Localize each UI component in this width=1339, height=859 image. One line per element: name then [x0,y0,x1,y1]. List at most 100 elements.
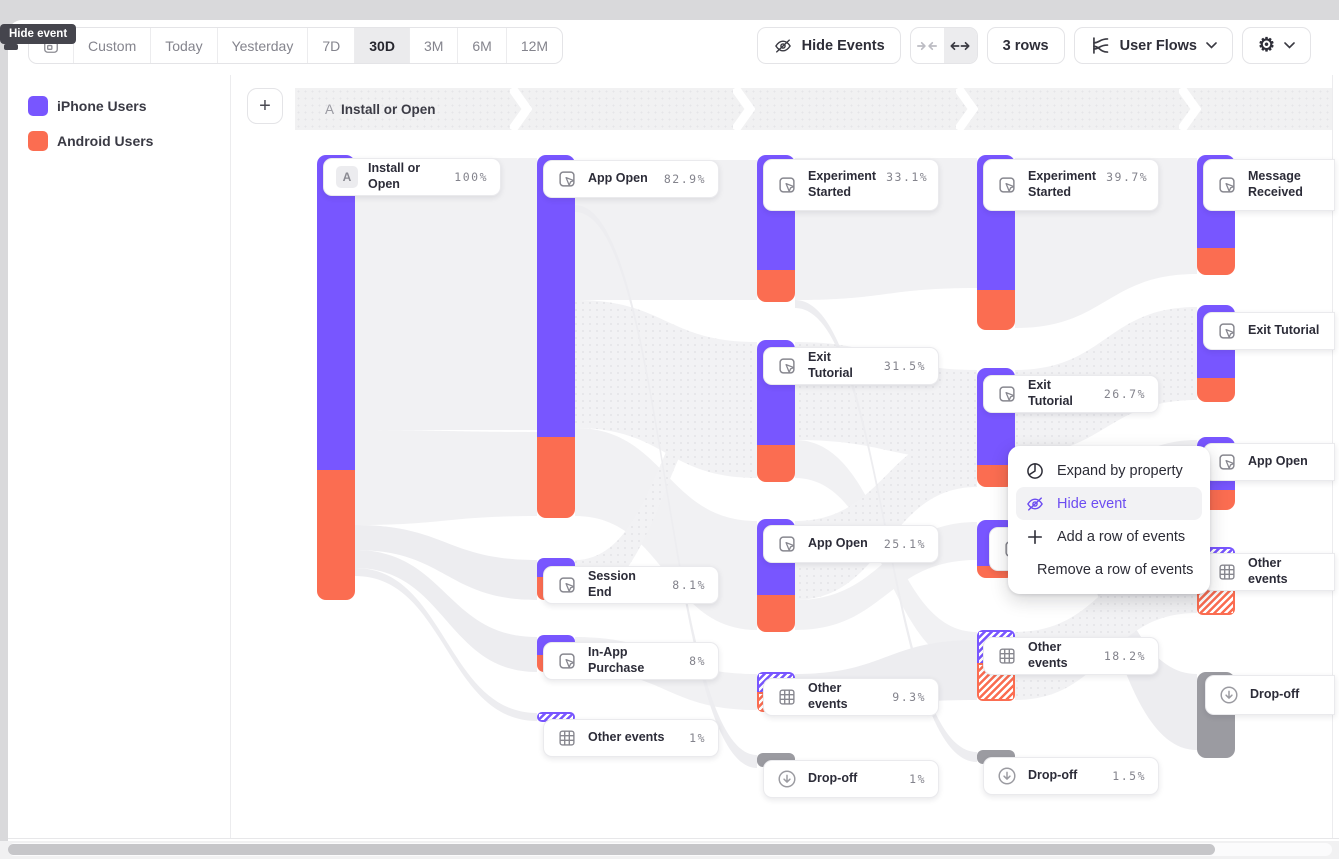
node-card-other-events[interactable]: Other events 9.3% [763,678,939,716]
other-events-icon [559,730,575,746]
menu-item-label: Add a row of events [1057,528,1186,545]
node-card-other-events[interactable]: Other events [1203,553,1335,591]
node-percentage: 82.9% [663,172,706,186]
node-card-install-or-open[interactable]: A Install or Open 100% [323,158,501,196]
arrows-expand-icon [950,41,970,50]
chevron-down-icon [1206,42,1217,49]
menu-item-remove-row-of-events[interactable]: Remove a row of events [1016,553,1202,586]
node-percentage: 33.1% [886,170,929,184]
step-letter-badge: A [336,166,358,188]
node-card-other-events[interactable]: Other events 18.2% [983,637,1159,675]
bar-segment-android [977,465,1015,487]
menu-item-expand-by-property[interactable]: Expand by property [1016,454,1202,487]
other-events-icon [1219,564,1235,580]
node-card-app-open[interactable]: App Open 82.9% [543,160,719,198]
menu-item-add-row-of-events[interactable]: Add a row of events [1016,520,1202,553]
node-label: Exit Tutorial [1248,323,1320,338]
node-label: Other events [808,681,848,711]
legend-item-android[interactable]: Android Users [28,131,153,151]
breadcrumb-chevron-icon [956,88,978,130]
date-range-custom[interactable]: Custom [73,28,150,63]
node-card-other-events[interactable]: Other events 1% [543,719,719,757]
node-card-experiment-started[interactable]: Experiment Started 39.7% [983,159,1159,211]
eye-slash-icon [1027,496,1043,511]
expand-columns-button[interactable] [943,28,977,63]
gear-icon: ⚙ [1257,35,1275,56]
date-range-picker: Custom Today Yesterday 7D 30D 3M 6M 12M [28,27,564,64]
legend-item-iphone[interactable]: iPhone Users [28,96,146,116]
node-context-menu: Expand by property Hide event Add a row … [1008,446,1210,594]
node-label: Other events [1248,556,1288,586]
event-icon [999,177,1015,193]
hide-events-button[interactable]: Hide Events [756,27,901,64]
date-range-today[interactable]: Today [150,28,216,63]
event-icon [559,653,575,669]
breadcrumb-step-1[interactable]: A Install or Open [325,88,436,130]
rows-count-button[interactable]: 3 rows [986,27,1065,64]
node-label: Other events [1028,640,1068,670]
menu-item-hide-event[interactable]: Hide event [1016,487,1202,520]
hide-events-label: Hide Events [801,37,885,54]
expand-by-property-icon [1027,462,1043,479]
node-card-message-received[interactable]: Message Received [1203,159,1335,211]
iphone-users-label: iPhone Users [57,98,147,114]
node-label: Exit Tutorial [808,350,853,380]
node-card-drop-off[interactable]: Drop-off 1% [763,760,939,798]
date-range-yesterday[interactable]: Yesterday [216,28,308,63]
event-icon [1219,177,1235,193]
date-range-6m[interactable]: 6M [457,28,505,63]
menu-item-label: Remove a row of events [1037,561,1194,578]
date-range-30d-selected[interactable]: 30D [354,28,409,63]
bar-segment-android [1197,248,1235,275]
bottom-scroll-area [0,841,1339,859]
collapse-columns-button[interactable] [911,28,944,63]
event-icon [559,577,575,593]
node-card-drop-off[interactable]: Drop-off [1205,675,1335,715]
chart-type-label: User Flows [1119,37,1197,54]
node-percentage: 1% [909,772,926,786]
node-card-in-app-purchase[interactable]: In-App Purchase 8% [543,642,719,680]
node-bar-install-or-open[interactable] [317,155,355,600]
node-card-exit-tutorial[interactable]: Exit Tutorial [1203,312,1335,350]
node-label: Drop-off [1028,768,1078,783]
node-bar-app-open[interactable] [537,155,575,518]
drop-off-icon [998,767,1016,785]
node-card-exit-tutorial[interactable]: Exit Tutorial 31.5% [763,347,939,385]
iphone-users-swatch [28,96,48,116]
breadcrumb-chevron-icon [1179,88,1201,130]
node-card-exit-tutorial[interactable]: Exit Tutorial 26.7% [983,375,1159,413]
date-range-3m[interactable]: 3M [408,28,457,63]
horizontal-scrollbar-thumb[interactable] [8,844,1215,855]
collapse-expand-toggle [909,27,978,64]
event-icon [1219,454,1235,470]
node-card-drop-off[interactable]: Drop-off 1.5% [983,757,1159,795]
node-card-session-end[interactable]: Session End 8.1% [543,566,719,604]
node-percentage: 1% [689,731,706,745]
node-card-app-open[interactable]: App Open 25.1% [763,525,939,563]
node-label: In-App Purchase [588,645,645,675]
step-breadcrumb-bar[interactable]: A Install or Open [295,88,1332,130]
event-icon [559,171,575,187]
horizontal-scrollbar-track[interactable] [8,843,1332,856]
breadcrumb-step-letter: A [325,101,335,117]
node-label: Install or Open [368,161,421,191]
other-events-icon [779,689,795,705]
breadcrumb-step-label: Install or Open [341,101,436,117]
bar-segment-android [317,470,355,600]
node-label: Message Received [1248,169,1303,199]
bar-segment-android [757,595,795,632]
date-range-7d[interactable]: 7D [307,28,354,63]
chevron-down-icon [1284,42,1295,49]
event-icon [779,358,795,374]
add-step-button[interactable]: + [247,88,283,124]
node-percentage: 8% [689,654,706,668]
node-percentage: 39.7% [1106,170,1149,184]
date-range-12m[interactable]: 12M [505,28,562,63]
settings-dropdown[interactable]: ⚙ [1241,27,1311,64]
node-card-experiment-started[interactable]: Experiment Started 33.1% [763,159,939,211]
node-label: App Open [1248,454,1308,469]
chart-type-dropdown[interactable]: User Flows [1073,27,1233,64]
node-card-app-open[interactable]: App Open [1203,443,1335,481]
node-label: Other events [588,730,665,745]
